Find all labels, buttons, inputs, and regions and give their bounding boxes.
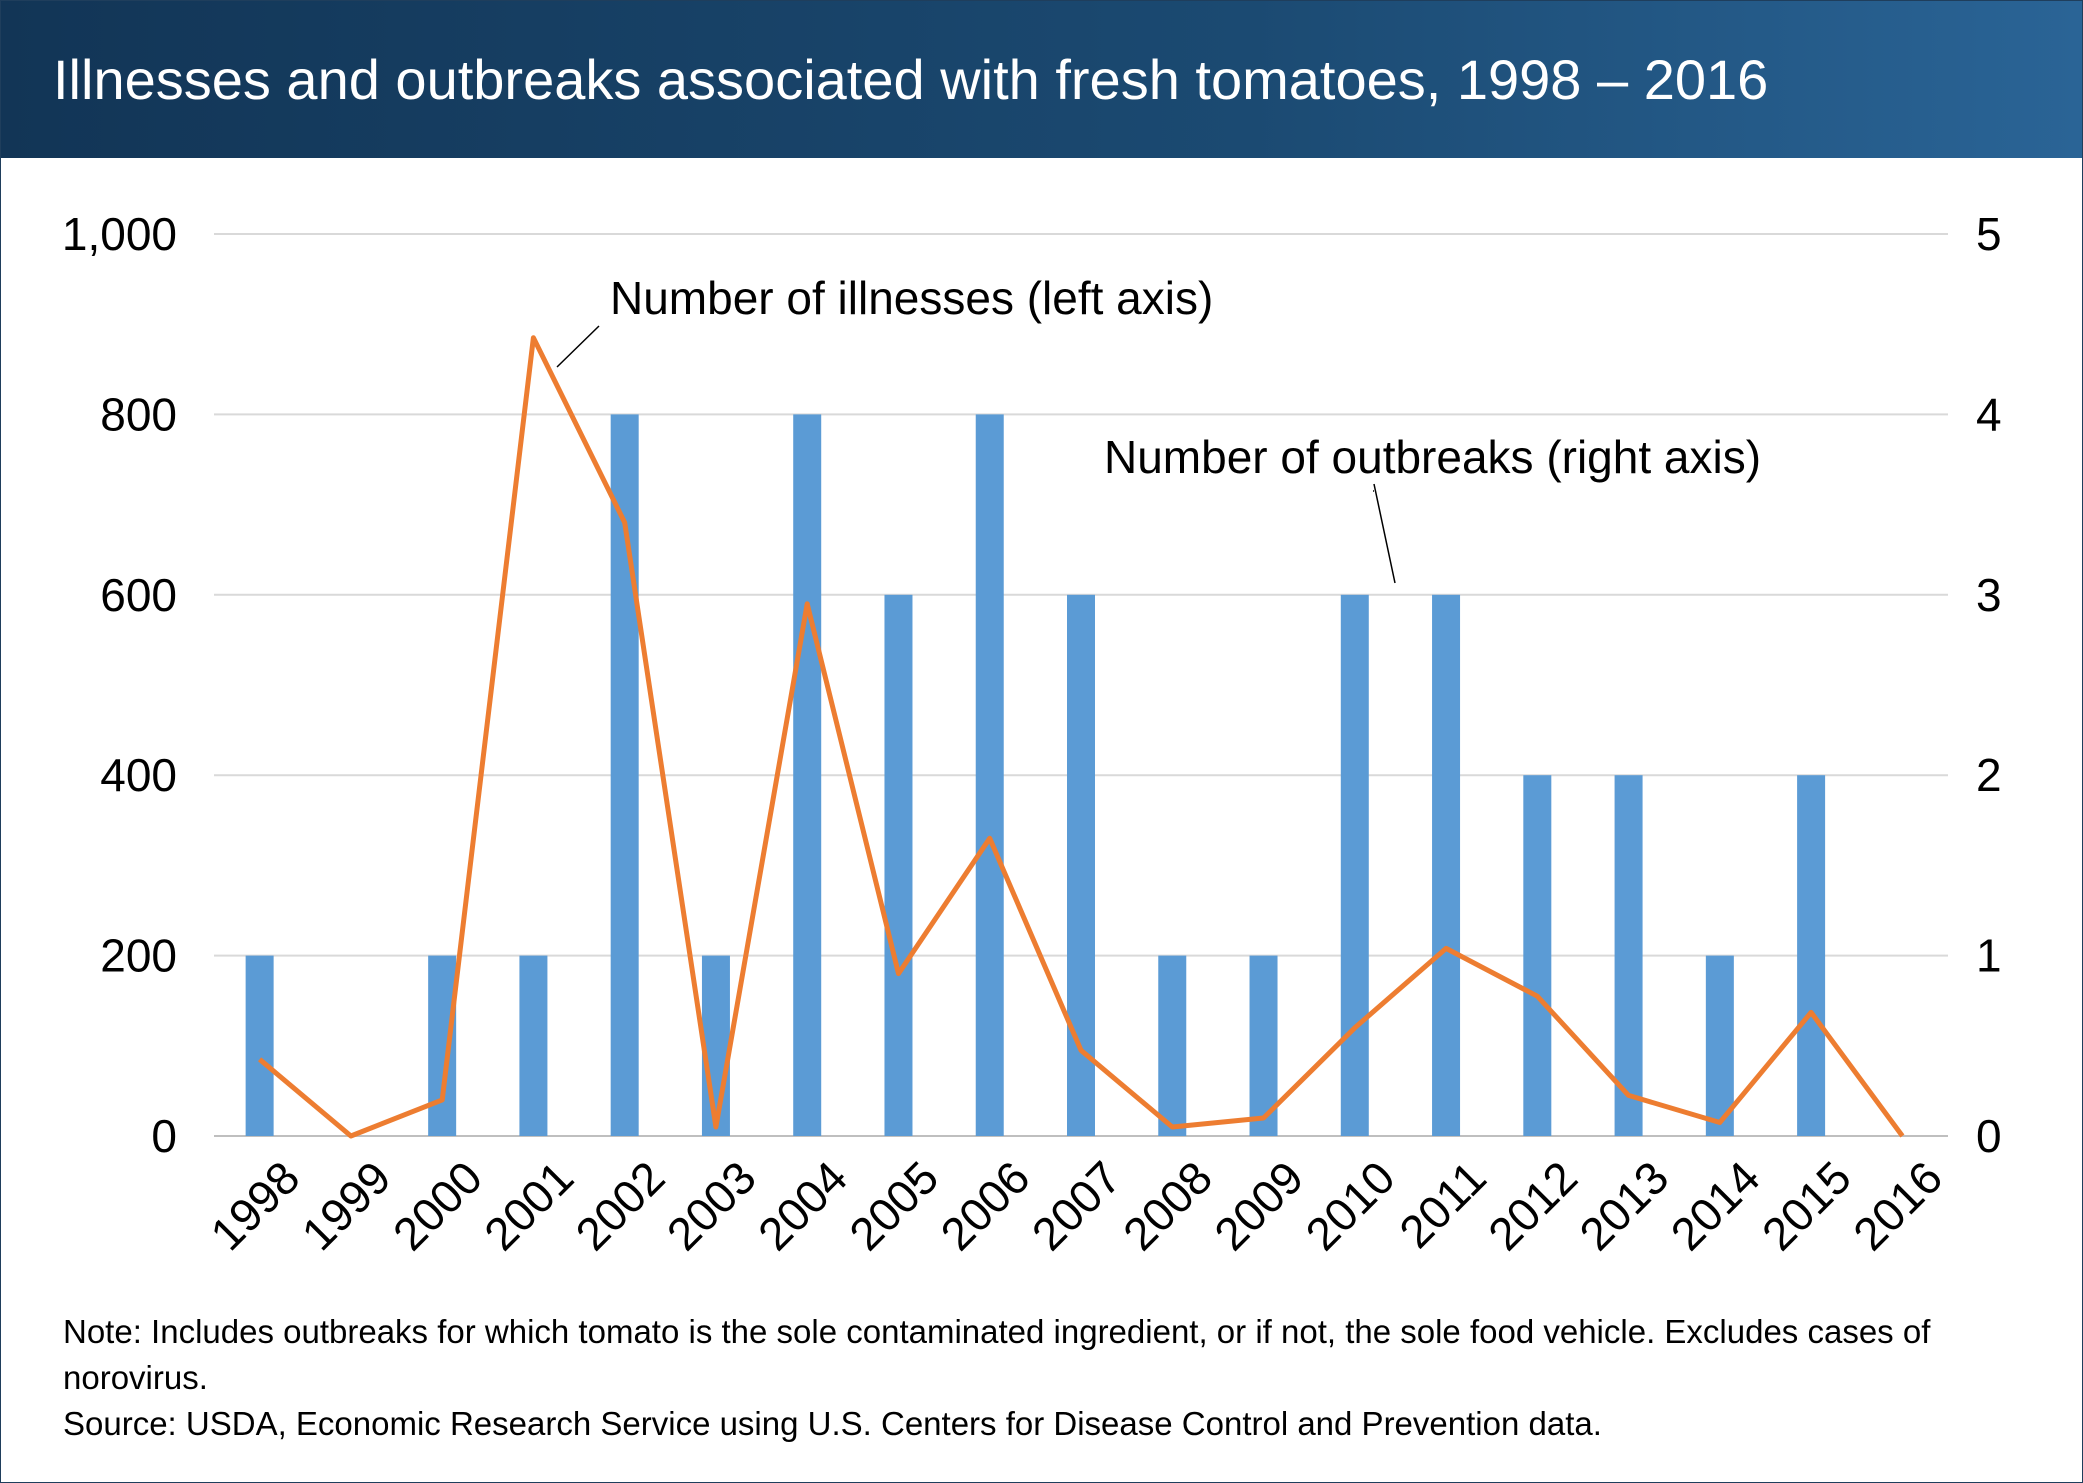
outbreak-bar <box>1797 775 1826 1136</box>
left-axis-ticks: 0 200 400 600 800 1,000 <box>62 208 177 1162</box>
outbreak-bar <box>1614 775 1643 1136</box>
left-tick-label: 1,000 <box>62 208 177 260</box>
outbreaks-annotation: Number of outbreaks (right axis) <box>1104 431 1761 483</box>
x-tick-label: 2010 <box>1295 1151 1404 1260</box>
x-tick-label: 2015 <box>1752 1151 1861 1260</box>
illness-series-line <box>257 335 1905 1139</box>
right-tick-label: 4 <box>1976 388 2002 440</box>
right-axis-ticks: 0 1 2 3 4 5 <box>1976 208 2002 1162</box>
outbreak-bar <box>245 955 274 1136</box>
outbreak-bar <box>428 955 457 1136</box>
source-text: Source: USDA, Economic Research Service … <box>63 1405 1602 1442</box>
note-text: Note: Includes outbreaks for which tomat… <box>63 1313 1931 1396</box>
x-tick-label: 2006 <box>930 1151 1039 1260</box>
x-tick-label: 2014 <box>1661 1151 1770 1260</box>
chart-title: Illnesses and outbreaks associated with … <box>53 48 1769 111</box>
right-tick-label: 2 <box>1976 749 2002 801</box>
left-tick-label: 400 <box>100 749 177 801</box>
outbreak-bar <box>793 414 822 1136</box>
x-tick-label: 2012 <box>1478 1151 1587 1260</box>
outbreak-bar <box>1158 955 1187 1136</box>
outbreaks-leader-line-main <box>1373 483 1396 584</box>
outbreak-bar <box>975 414 1004 1136</box>
x-tick-label: 2013 <box>1569 1151 1678 1260</box>
x-tick-label: 1999 <box>292 1151 401 1260</box>
footnotes: Note: Includes outbreaks for which tomat… <box>63 1309 2043 1447</box>
outbreak-bar <box>519 955 548 1136</box>
x-tick-label: 2004 <box>748 1151 857 1260</box>
x-tick-label: 2003 <box>657 1151 766 1260</box>
illness-line <box>257 335 1905 1139</box>
left-tick-label: 200 <box>100 930 177 982</box>
right-tick-label: 5 <box>1976 208 2002 260</box>
x-tick-label: 2007 <box>1022 1151 1131 1260</box>
right-tick-label: 1 <box>1976 930 2002 982</box>
x-tick-label: 2000 <box>383 1151 492 1260</box>
x-tick-label: 2011 <box>1389 1151 1496 1258</box>
outbreak-bar <box>1340 594 1369 1136</box>
x-tick-label: 2002 <box>565 1151 674 1260</box>
x-axis-ticks: 1998199920002001200220032004200520062007… <box>200 1151 1952 1260</box>
x-tick-label: 2005 <box>839 1151 948 1260</box>
right-tick-label: 3 <box>1976 569 2002 621</box>
outbreak-bar <box>1432 594 1461 1136</box>
outbreak-bar <box>701 955 730 1136</box>
x-tick-label: 2016 <box>1843 1151 1952 1260</box>
left-tick-label: 0 <box>151 1110 177 1162</box>
left-tick-label: 600 <box>100 569 177 621</box>
outbreak-bar <box>1067 594 1095 1136</box>
title-bar: Illnesses and outbreaks associated with … <box>1 1 2082 158</box>
right-tick-label: 0 <box>1976 1110 2002 1162</box>
x-tick-label: 2001 <box>474 1151 583 1260</box>
outbreak-bar <box>884 594 913 1136</box>
illnesses-leader-line <box>556 325 600 368</box>
x-tick-label: 2008 <box>1113 1151 1222 1260</box>
illnesses-annotation: Number of illnesses (left axis) <box>610 272 1213 324</box>
outbreak-bar <box>1705 955 1734 1136</box>
outbreak-bar <box>1523 775 1552 1136</box>
left-tick-label: 800 <box>100 388 177 440</box>
x-tick-label: 2009 <box>1204 1151 1313 1260</box>
x-tick-label: 1998 <box>200 1151 309 1260</box>
